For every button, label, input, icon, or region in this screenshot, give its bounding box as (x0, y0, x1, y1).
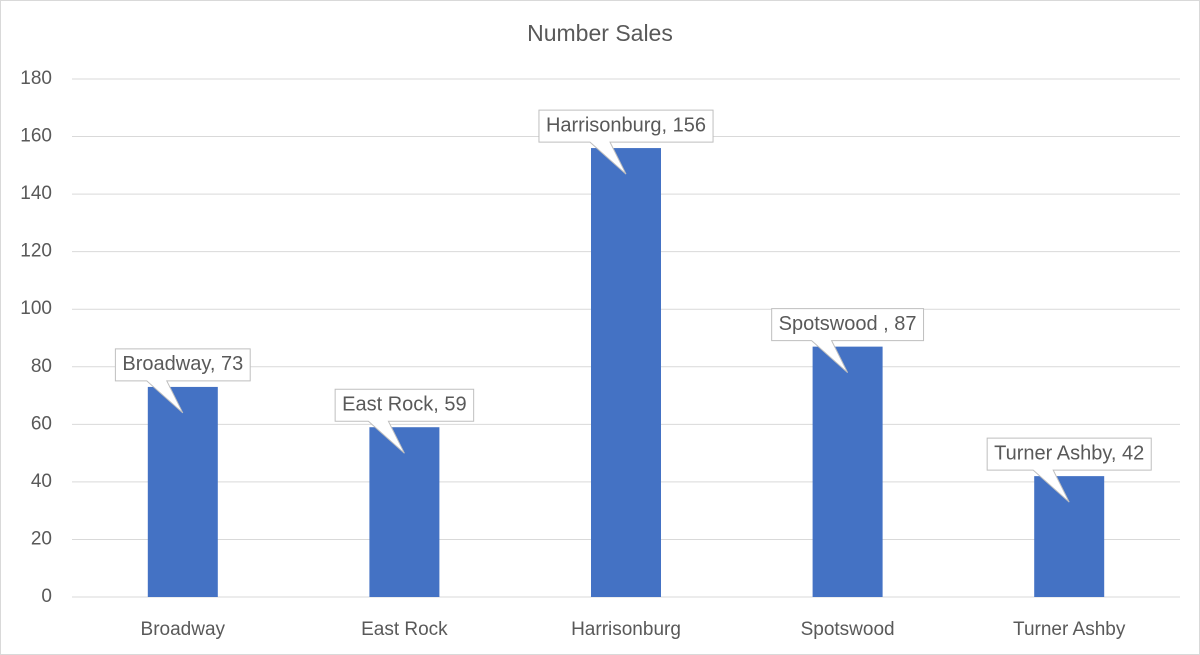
y-tick-label: 40 (31, 471, 52, 492)
bar (147, 386, 218, 597)
data-label-callout (114, 348, 251, 414)
bar (369, 427, 440, 597)
y-tick-label: 20 (31, 528, 52, 549)
y-tick-label: 180 (20, 68, 52, 89)
data-label: Broadway, 73 (122, 353, 243, 375)
x-tick-label: Spotswood (801, 619, 895, 640)
data-label: Harrisonburg, 156 (546, 114, 706, 136)
bar (1034, 476, 1105, 597)
data-label-callout (986, 437, 1152, 503)
bar (812, 346, 883, 597)
y-tick-label: 60 (31, 413, 52, 434)
bar (591, 148, 661, 598)
x-tick-label: Turner Ashby (1013, 619, 1126, 640)
y-tick-label: 0 (41, 586, 52, 607)
y-tick-label: 100 (20, 298, 52, 319)
data-label-callout (334, 388, 475, 454)
data-label-callout (538, 109, 714, 175)
data-label: Turner Ashby, 42 (994, 442, 1144, 464)
chart-title: Number Sales (527, 20, 673, 46)
y-tick-label: 160 (20, 126, 52, 147)
data-label: Spotswood , 87 (779, 313, 917, 335)
y-tick-label: 80 (31, 356, 52, 377)
y-tick-label: 140 (20, 183, 52, 204)
data-label: East Rock, 59 (342, 393, 467, 415)
x-tick-label: Harrisonburg (571, 619, 681, 640)
y-tick-label: 120 (20, 241, 52, 262)
data-label-callout (771, 308, 925, 374)
x-tick-label: East Rock (361, 619, 448, 640)
x-tick-label: Broadway (141, 619, 226, 640)
